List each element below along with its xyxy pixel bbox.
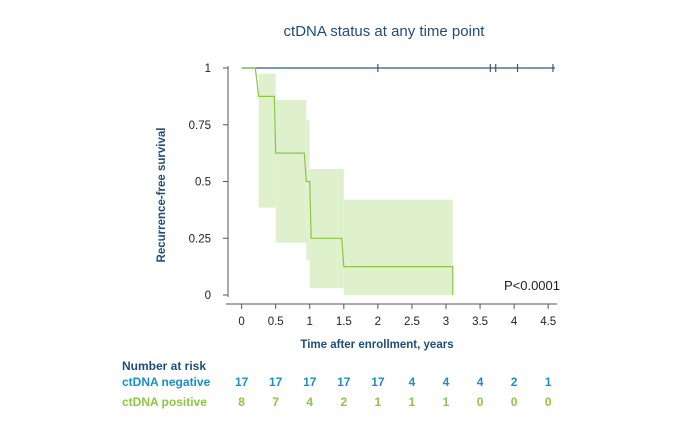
x-tick-label: 1.5 [336,316,352,328]
risk-count: 7 [272,395,279,409]
risk-table: Number at risk ctDNA negative 17 17 17 17 17 4… [122,359,552,409]
risk-count: 17 [337,375,351,389]
risk-count: 0 [545,395,552,409]
risk-count: 17 [269,375,283,389]
risk-row-label: ctDNA positive [122,395,207,409]
ci-band-segment [309,169,344,289]
y-tick-label: 0.75 [189,120,211,132]
confidence-band-layer [258,73,453,295]
risk-count: 17 [235,375,249,389]
risk-count: 2 [511,375,518,389]
ci-band-segment [306,120,310,260]
y-axis-label: Recurrence-free survival [156,128,168,263]
p-value-annotation: P<0.0001 [504,278,560,293]
x-tick-label: 4.5 [540,316,556,328]
risk-count: 2 [340,395,347,409]
risk-count: 4 [306,395,313,409]
risk-count: 1 [443,395,450,409]
x-tick-label: 4 [511,316,518,328]
risk-count: 0 [511,395,518,409]
ci-band-segment [275,99,307,243]
x-tick-label: 2 [375,316,381,328]
x-tick-label: 3 [443,316,449,328]
ci-band-segment [343,199,453,295]
x-tick-label: 2.5 [404,316,420,328]
risk-count: 1 [375,395,382,409]
y-tick-label: 0 [205,290,211,302]
x-axis-label: Time after enrollment, years [300,339,453,351]
chart-title: ctDNA status at any time point [284,23,486,40]
risk-count: 1 [545,375,552,389]
axes: 0 0.25 0.5 0.75 1 0 0.5 1 1.5 2 2.5 3 3.5 4 4.5 [189,63,557,328]
risk-count: 17 [371,375,385,389]
x-tick-label: 0.5 [268,316,284,328]
series-line-ctdna-positive [241,67,454,295]
risk-count: 8 [238,395,245,409]
risk-table-title: Number at risk [122,359,206,373]
y-tick-label: 0.25 [189,233,211,245]
risk-count: 4 [443,375,450,389]
x-tick-label: 3.5 [472,316,488,328]
y-tick-label: 0.5 [195,177,211,189]
ci-band-segment [258,73,276,208]
y-tick-label: 1 [205,63,211,75]
risk-count: 4 [409,375,416,389]
series-layer [241,64,555,295]
risk-count: 1 [409,395,416,409]
x-tick-label: 0 [238,316,244,328]
x-tick-label: 1 [307,316,313,328]
risk-count: 4 [477,375,484,389]
risk-count: 17 [303,375,317,389]
risk-row-label: ctDNA negative [122,375,211,389]
risk-count: 0 [477,395,484,409]
